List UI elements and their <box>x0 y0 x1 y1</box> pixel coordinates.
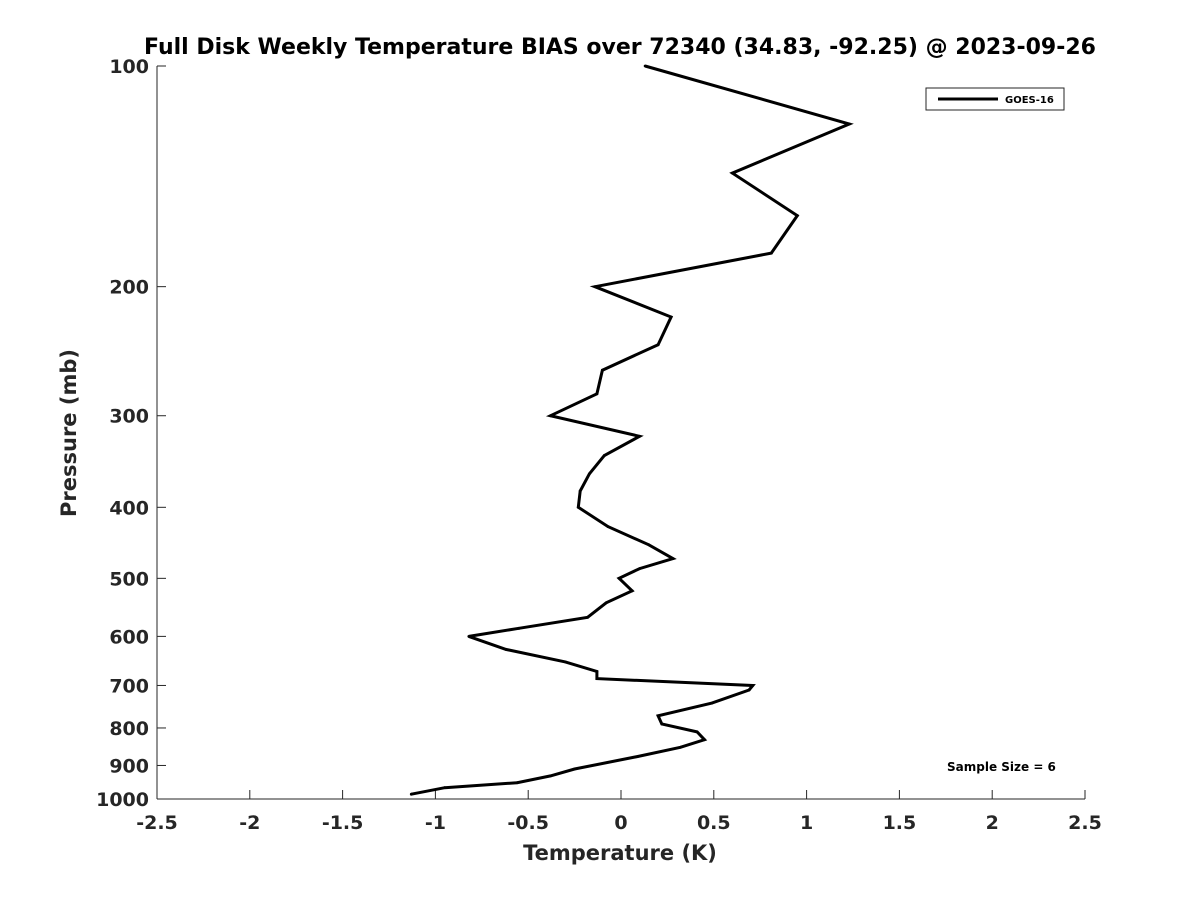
data-point <box>563 660 567 664</box>
data-point <box>601 368 604 372</box>
data-point <box>443 786 447 790</box>
data-point <box>409 792 413 796</box>
y-tick-label: 900 <box>109 755 149 777</box>
legend-label: GOES-16 <box>1005 95 1054 106</box>
y-tick-label: 200 <box>109 277 149 299</box>
data-point <box>573 767 576 771</box>
y-tick-label: 700 <box>109 675 149 697</box>
data-point <box>595 677 599 680</box>
data-point <box>660 722 664 726</box>
x-tick-label: -1 <box>425 812 446 834</box>
data-point <box>751 684 755 687</box>
data-point <box>549 774 552 778</box>
data-point <box>576 505 580 509</box>
data-point <box>656 343 660 347</box>
y-tick-label: 400 <box>109 497 149 519</box>
x-tick-label: -1.5 <box>322 812 364 834</box>
data-point <box>578 489 582 493</box>
data-point <box>595 670 599 673</box>
data-point <box>730 171 734 175</box>
x-tick-label: -2.5 <box>136 812 178 834</box>
y-tick-label: 800 <box>109 718 149 740</box>
data-point <box>504 647 508 651</box>
data-point <box>669 315 673 319</box>
x-tick-label: 2.5 <box>1068 812 1102 834</box>
data-point <box>671 557 675 561</box>
data-point <box>656 714 660 718</box>
data-point <box>643 64 647 68</box>
data-point <box>586 615 589 619</box>
sample-size-annotation: Sample Size = 6 <box>947 760 1056 774</box>
data-point <box>595 392 599 396</box>
data-point <box>795 214 799 218</box>
x-tick-label: 0.5 <box>697 812 731 834</box>
data-point <box>710 701 714 705</box>
data-point <box>638 434 641 438</box>
y-tick-label: 100 <box>109 56 149 78</box>
data-point <box>515 781 519 785</box>
data-point <box>617 576 621 580</box>
data-point <box>604 601 608 605</box>
legend: GOES-16 <box>925 87 1065 111</box>
data-point <box>636 755 640 758</box>
x-tick-label: 1 <box>800 812 813 834</box>
y-axis-label: Pressure (mb) <box>57 349 81 517</box>
y-tick-label: 300 <box>109 406 149 428</box>
data-point <box>588 472 591 476</box>
y-tick-label: 600 <box>109 626 149 648</box>
chart-title: Full Disk Weekly Temperature BIAS over 7… <box>144 35 1096 60</box>
x-tick-label: 2 <box>986 812 999 834</box>
axes: -2.5 -2 -1.5 -1 -0.5 0 0.5 1 1.5 2 2.5 100 200 300 400… <box>96 56 1102 834</box>
data-point <box>638 567 641 571</box>
x-tick-label: -0.5 <box>507 812 549 834</box>
data-point <box>467 634 471 638</box>
data-point <box>517 626 521 630</box>
x-tick-label: 1.5 <box>883 812 917 834</box>
data-point <box>703 738 706 742</box>
data-point <box>647 543 651 547</box>
data-point <box>593 285 597 289</box>
series-layer <box>409 64 854 796</box>
x-tick-label: 0 <box>614 812 627 834</box>
data-point <box>678 745 682 749</box>
data-point <box>747 688 751 692</box>
data-point <box>606 525 610 529</box>
series-line-goes-16 <box>411 64 854 796</box>
x-axis-label: Temperature (K) <box>523 841 717 865</box>
data-point <box>602 454 606 457</box>
y-tick-label: 500 <box>109 568 149 590</box>
data-point <box>847 122 851 126</box>
data-point <box>549 414 552 418</box>
x-tick-label: -2 <box>239 812 260 834</box>
data-point <box>769 251 773 255</box>
data-point <box>695 730 699 734</box>
data-point <box>630 589 634 593</box>
y-tick-label: 1000 <box>96 789 149 811</box>
